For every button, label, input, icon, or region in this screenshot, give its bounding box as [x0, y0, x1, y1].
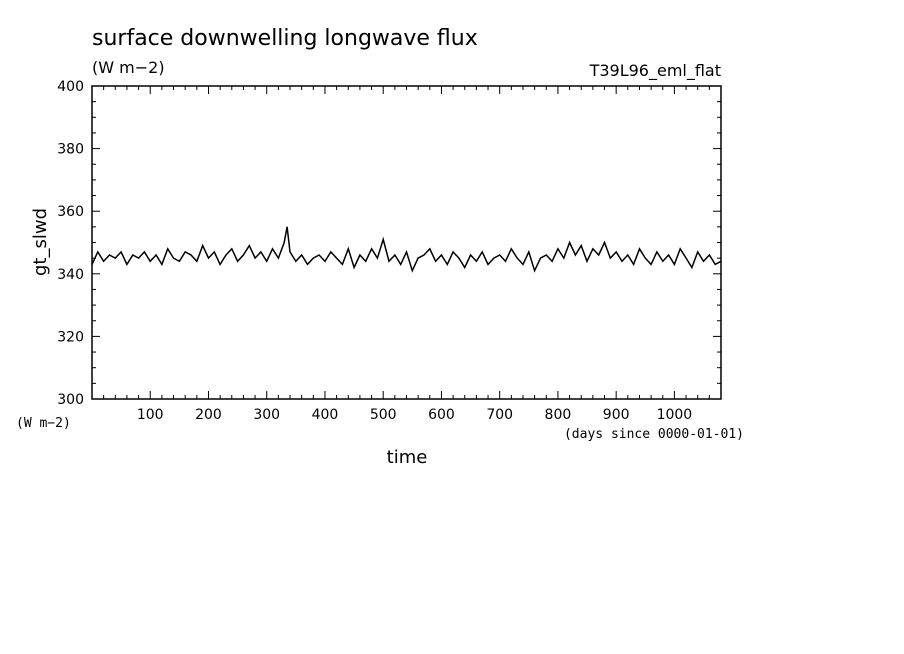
y-tick-label: 380 [57, 142, 84, 158]
x-tick-label: 800 [545, 407, 572, 423]
x-tick-label: 500 [370, 407, 397, 423]
y-tick-label: 360 [57, 204, 84, 220]
run-label: T39L96_eml_flat [589, 61, 721, 81]
x-tick-labels: 100 200 300 400 500 600 700 800 900 1000 [137, 407, 692, 423]
y-tick-label: 320 [57, 329, 84, 345]
x-tick-label: 700 [486, 407, 513, 423]
axis-ticks [92, 86, 721, 399]
y-axis-label: gt_slwd [30, 208, 51, 276]
x-tick-label: 400 [312, 407, 339, 423]
x-tick-label: 300 [253, 407, 280, 423]
x-tick-label: 200 [195, 407, 222, 423]
x-tick-label: 1000 [657, 407, 693, 423]
y-tick-label: 340 [57, 267, 84, 283]
y-axis-units: (W m−2) [16, 416, 71, 431]
x-tick-label: 900 [603, 407, 630, 423]
x-axis-units: (days since 0000-01-01) [564, 427, 744, 442]
series-line [91, 226, 722, 273]
y-tick-labels: 300 320 340 360 380 400 [57, 79, 84, 408]
y-tick-label: 400 [57, 79, 84, 95]
x-tick-label: 600 [428, 407, 455, 423]
plot-frame [91, 85, 722, 400]
y-tick-label: 300 [57, 392, 84, 408]
x-axis-label: time [387, 447, 428, 468]
x-tick-label: 100 [137, 407, 164, 423]
chart-units: (W m−2) [92, 58, 165, 77]
chart-title: surface downwelling longwave flux [92, 26, 478, 51]
